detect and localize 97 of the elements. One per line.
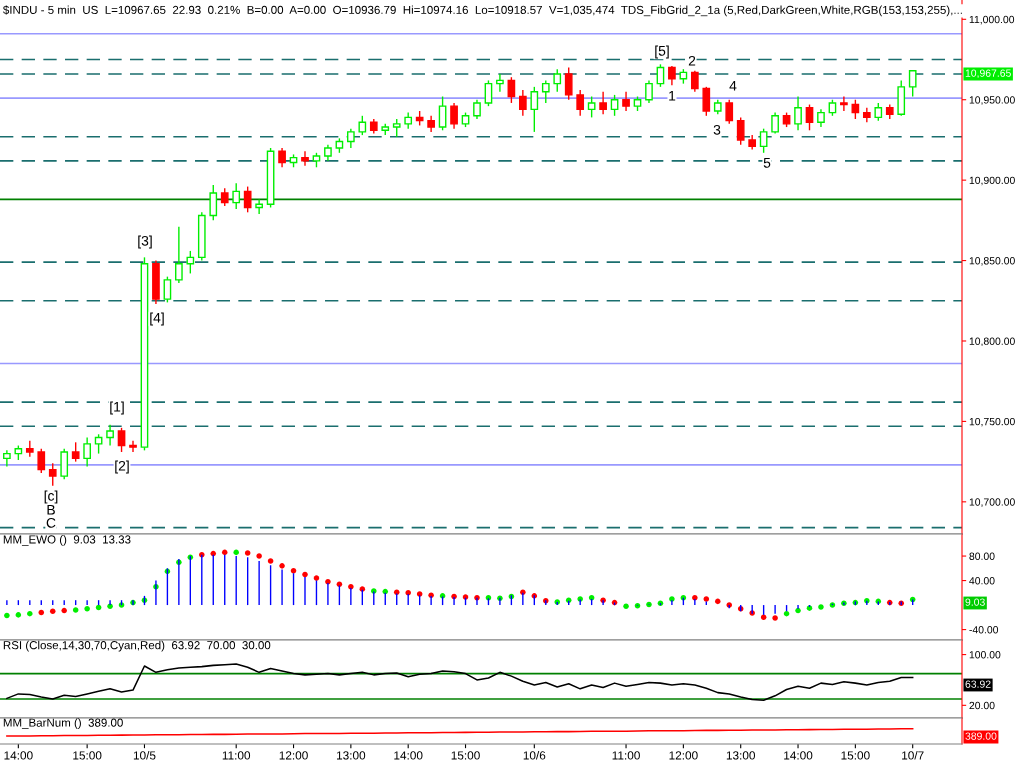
text: 63.92 <box>965 680 991 688</box>
candlestick <box>541 79 550 104</box>
candlestick <box>209 184 218 222</box>
x-tick-label: 11:00 <box>222 751 251 760</box>
candlestick <box>83 436 91 468</box>
candlestick <box>163 275 172 304</box>
annotation: 3 <box>713 124 721 135</box>
x-tick-label: 10/6 <box>523 750 546 760</box>
annotation: 1 <box>669 91 676 101</box>
candlestick <box>175 226 183 284</box>
annotation: 2 <box>688 55 696 66</box>
candlestick <box>438 95 447 131</box>
candlestick <box>186 250 195 275</box>
candlestick <box>576 89 585 117</box>
candlestick <box>3 449 11 468</box>
annotation: [3] <box>138 235 152 249</box>
y-tick-label: 10,750.00 <box>969 417 1015 427</box>
candlestick <box>599 90 607 115</box>
candlestick <box>622 90 630 112</box>
y-tick-label: 10,850.00 <box>969 257 1015 266</box>
candlestick <box>645 79 653 104</box>
candlestick <box>725 99 734 125</box>
annotation: B <box>47 505 55 515</box>
text: 389.00 <box>965 732 997 740</box>
candlestick <box>450 102 458 130</box>
x-tick-label: 12:00 <box>279 751 308 760</box>
candlestick <box>805 103 814 131</box>
candlestick <box>255 198 263 215</box>
candlestick <box>71 441 80 463</box>
x-tick-label: 10/5 <box>133 750 156 760</box>
candlestick <box>908 70 917 98</box>
annotation: [c] <box>44 490 58 504</box>
x-tick-label: 14:00 <box>394 751 423 760</box>
y-tick-label: 100.00 <box>969 651 1001 659</box>
y-tick-label: 10,700.00 <box>969 498 1015 507</box>
candlestick <box>736 116 745 146</box>
candlestick <box>771 111 779 135</box>
candlestick <box>232 182 241 210</box>
chart-title: MM_EWO () 9.03 13.33 <box>3 535 131 546</box>
x-tick-label: 15:00 <box>451 751 480 760</box>
candlestick <box>117 427 126 453</box>
y-tick-label: 11,000.00 <box>969 15 1015 25</box>
candlestick <box>519 89 527 117</box>
line-series <box>6 663 914 702</box>
y-tick-label: 80.00 <box>969 552 995 560</box>
annotation: [1] <box>110 401 124 415</box>
candlestick <box>840 95 848 112</box>
text: 9.03 <box>965 598 985 606</box>
candlestick <box>129 440 137 453</box>
x-tick-label: 13:00 <box>726 751 756 760</box>
annotation: 4 <box>729 81 737 91</box>
x-tick-label: 14:00 <box>4 751 33 760</box>
y-tick-label: -40.00 <box>969 626 999 634</box>
candlestick <box>358 115 367 136</box>
x-tick-label: 12:00 <box>669 751 698 760</box>
y-tick-label: 10,900.00 <box>969 176 1015 186</box>
candlestick <box>106 423 114 447</box>
candlestick <box>25 440 34 458</box>
x-tick-label: 14:00 <box>784 751 813 760</box>
annotation: [2] <box>115 460 129 474</box>
x-tick-label: 10/7 <box>902 750 924 760</box>
candlestick <box>690 70 699 93</box>
candlestick <box>530 86 539 133</box>
candlestick <box>702 86 711 117</box>
candlestick <box>587 95 596 119</box>
candlestick <box>301 150 309 167</box>
candlestick <box>759 127 768 154</box>
annotation: C <box>46 517 56 528</box>
x-tick-label: 11:00 <box>612 751 640 760</box>
candlestick <box>668 65 676 86</box>
x-tick-label: 13:00 <box>336 751 366 760</box>
candlestick <box>94 433 103 455</box>
candlestick <box>473 99 481 120</box>
candlestick <box>564 66 573 101</box>
chart-title: RSI (Close,14,30,70,Cyan,Red) 63.92 70.00 30.00 <box>3 640 271 652</box>
candlestick <box>496 73 504 93</box>
chart-title: $INDU - 5 min US L=10967.65 22.93 0.21% B=0.00 A=0.00 O=10936.79 Hi=10974.16 Lo=10918.57 V=1,035,474 TDS_FibGrid_2_1a (5,Red,DarkGreen,White,RGB(153,153,255),... <box>3 5 962 17</box>
candlestick <box>37 448 46 474</box>
candlestick <box>48 462 57 487</box>
y-tick-label: 40.00 <box>969 577 995 585</box>
candlestick <box>243 185 252 214</box>
candlestick <box>553 68 562 93</box>
annotation: 5 <box>763 158 771 168</box>
candlestick <box>347 127 355 149</box>
annotation: [5] <box>655 45 669 59</box>
x-tick-label: 15:00 <box>73 751 102 760</box>
candlestick <box>484 79 493 107</box>
candlestick <box>278 147 286 168</box>
y-tick-label: 10,950.00 <box>969 96 1015 105</box>
candlestick <box>794 95 802 131</box>
annotation: [4] <box>150 312 164 326</box>
x-tick-label: 15:00 <box>841 751 870 760</box>
y-tick-label: 20.00 <box>969 701 995 710</box>
y-tick-label: 10,800.00 <box>969 337 1015 347</box>
text: 10,967.65 <box>965 69 1011 79</box>
candlestick <box>610 94 619 117</box>
chart-title: MM_BarNum () 389.00 <box>3 718 123 729</box>
